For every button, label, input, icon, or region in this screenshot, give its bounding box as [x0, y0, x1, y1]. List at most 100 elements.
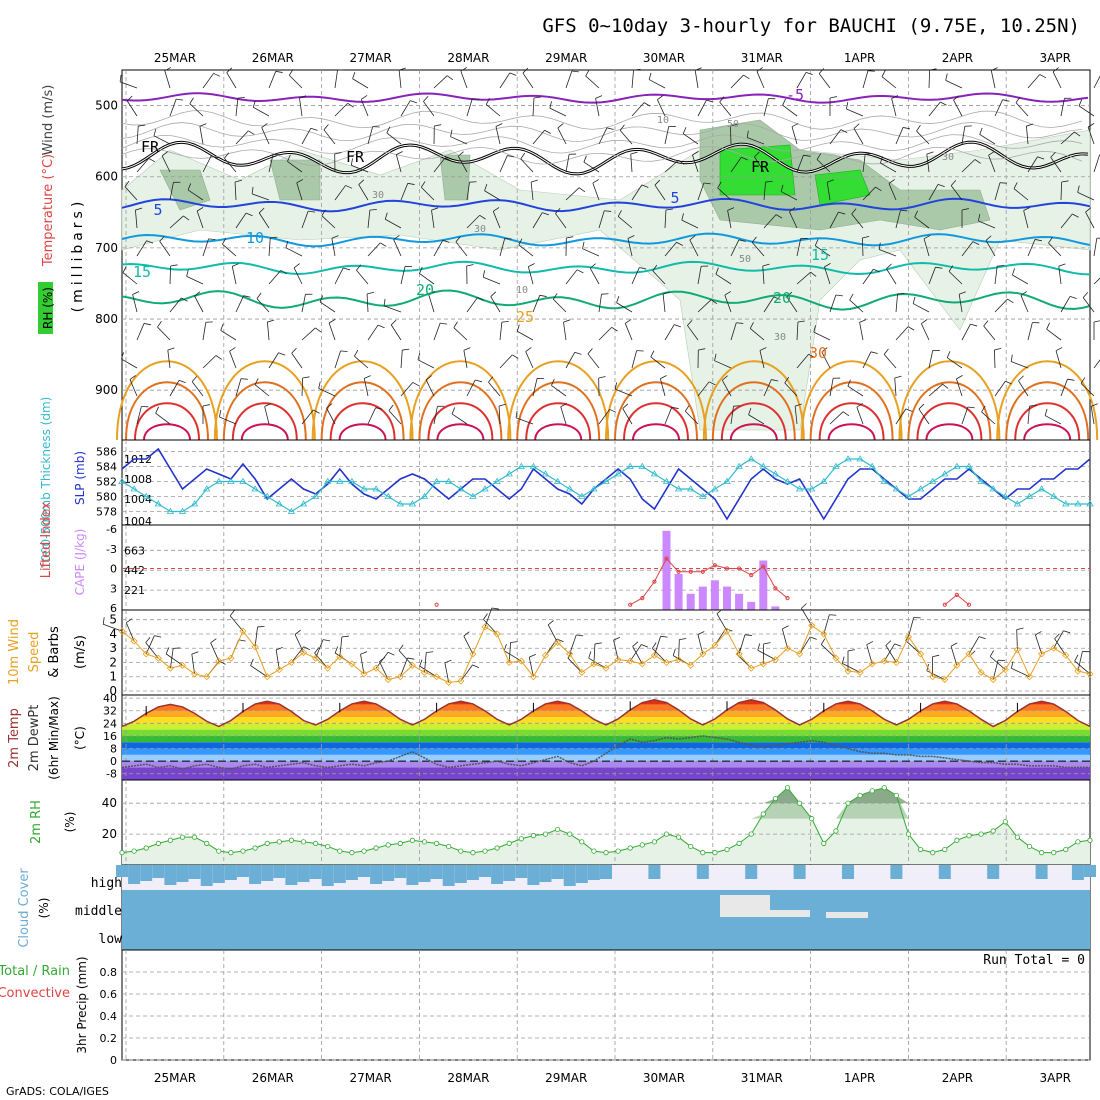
thickness-marker	[723, 477, 731, 484]
contour-label: 15	[811, 246, 829, 264]
thickness-marker	[953, 462, 961, 469]
wind-barb	[1060, 181, 1063, 201]
wind-barb-feather	[652, 642, 657, 649]
wind-barb-feather	[356, 264, 362, 271]
wind-barb	[756, 71, 765, 89]
cape-bar	[723, 586, 731, 610]
cloud-high-cell	[1084, 865, 1096, 877]
panel-cloud: high middle low Cloud Cover (%)	[17, 864, 1096, 951]
wind-barb	[351, 164, 369, 173]
bottom-date-label: 31MAR	[741, 1071, 783, 1085]
wind-barb	[187, 189, 204, 201]
wind-barb-feather	[220, 323, 224, 331]
wind-barb-feather	[633, 68, 641, 71]
wind-barb	[1093, 359, 1100, 369]
wind-barb	[466, 214, 481, 229]
wind-speed-marker	[299, 648, 308, 657]
wind-barb-feather	[970, 323, 978, 327]
rh-marker	[409, 837, 415, 843]
wind-speed-marker	[638, 660, 646, 668]
wind-speed-marker	[868, 660, 876, 668]
rh-area-high	[122, 787, 1090, 819]
wind-barb	[136, 126, 139, 145]
wind-barb-feather	[1074, 131, 1081, 137]
wind-barb-feather	[251, 186, 254, 194]
wind-barb	[697, 299, 712, 313]
rh-tick-label: 20	[102, 827, 117, 841]
rh-axis-label: 2m RH	[29, 800, 44, 844]
wind-barb	[895, 408, 907, 425]
cloud-high-cell	[575, 865, 588, 883]
temp-contour-arc	[409, 360, 512, 441]
wind-barb	[356, 269, 369, 285]
wind-barb	[961, 323, 971, 341]
wind-barb	[466, 379, 476, 397]
wind-barb	[261, 127, 270, 145]
wind-barb-feather	[398, 67, 406, 71]
wind-barb-feather	[261, 123, 268, 128]
temp-contour-5	[121, 197, 1091, 213]
wind-barb-feather	[714, 353, 717, 361]
wind-barb-feather	[786, 291, 793, 298]
cloud-high-cell	[842, 865, 854, 879]
thickness-marker	[481, 485, 489, 492]
lifted-index-line	[944, 594, 970, 606]
wind-barb-feather	[219, 660, 226, 665]
wind-barb	[730, 74, 744, 89]
wind-speed-marker	[602, 664, 610, 672]
wind-barb-feather	[498, 403, 506, 407]
wind-barb-feather	[1016, 627, 1024, 631]
precip-tick-label: 0.4	[100, 1010, 118, 1023]
wind-barb-feather	[746, 130, 749, 138]
wind-speed-marker	[541, 651, 550, 659]
rh-marker	[397, 840, 403, 846]
rh-marker	[1075, 839, 1081, 845]
cape-bar	[686, 593, 695, 610]
wind-barb	[191, 381, 204, 397]
rh-marker	[639, 842, 645, 848]
wind-barb	[199, 126, 204, 145]
wind-barb	[1011, 667, 1030, 678]
wind-barb	[1082, 297, 1095, 313]
wind-barb	[738, 634, 746, 655]
wind-barb-feather	[280, 270, 288, 275]
wind-barb-feather	[1039, 74, 1047, 79]
cloud-mid-gap	[826, 912, 868, 918]
thickness-marker	[941, 470, 949, 477]
wind-barb	[1085, 211, 1095, 229]
wind-barb-feather	[905, 408, 913, 412]
wind-barb-feather	[974, 159, 981, 164]
wind-barb-feather	[695, 67, 702, 71]
wind-speed-marker	[880, 657, 888, 665]
wind-barb	[328, 322, 336, 341]
cloud-high-cell	[503, 865, 516, 881]
rh-marker	[470, 850, 476, 856]
wind-barb	[1023, 210, 1029, 229]
wind-barb	[823, 614, 830, 635]
temp-tick-label: -8	[106, 768, 117, 781]
wind-barb	[532, 295, 541, 313]
cloud-high-cell	[116, 865, 128, 877]
wind-barb-feather	[518, 238, 523, 246]
wind-barb-feather	[687, 319, 693, 326]
wind-barb	[565, 187, 580, 201]
bottom-date-label: 26MAR	[252, 1071, 294, 1085]
wind-barb-feather	[888, 179, 895, 184]
lifted-index-marker	[628, 602, 633, 607]
rh-marker	[978, 831, 984, 837]
wind-barb	[433, 240, 444, 257]
wind-barb	[598, 127, 608, 145]
wind-barb-feather	[639, 267, 647, 270]
wind-barb-feather	[293, 263, 300, 269]
pressure-tick-label: 700	[95, 241, 118, 255]
thickness-marker	[578, 492, 586, 499]
wind-barb	[400, 183, 409, 201]
wind-barb-feather	[237, 97, 245, 99]
wind-barb-feather	[827, 179, 834, 183]
wind-barb	[598, 326, 613, 341]
temp-contour-arc	[818, 402, 885, 441]
wind-barb	[961, 406, 969, 425]
wind-barb	[1055, 350, 1062, 369]
wind-barb	[250, 665, 268, 678]
wind-barb	[367, 126, 374, 145]
